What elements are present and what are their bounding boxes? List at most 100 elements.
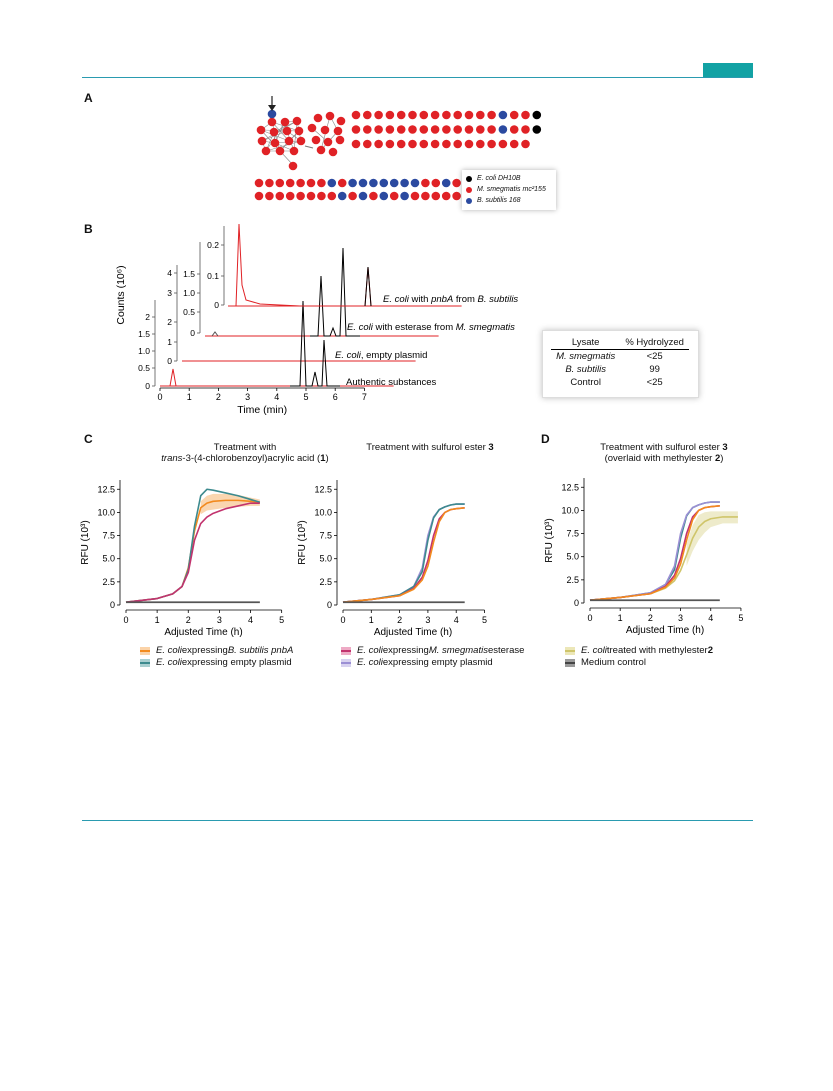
network-node: [487, 139, 496, 149]
series-line-orange: [589, 504, 720, 602]
trace-label-authentic: Authentic substances: [346, 377, 437, 388]
panel-label-a: A: [84, 91, 93, 105]
network-node: [317, 191, 326, 201]
network-node: [396, 110, 406, 120]
y-tick-label: 0: [190, 328, 195, 338]
y-tick-label: 0: [327, 600, 332, 610]
network-node: [306, 178, 316, 188]
x-tick-label: 1: [618, 613, 623, 623]
network-node: [254, 191, 264, 201]
network-node: [358, 178, 368, 188]
x-tick-label: 2: [216, 392, 221, 402]
y-axis-label: RFU (10³): [297, 520, 308, 564]
y-axis-label: RFU (10³): [544, 518, 555, 562]
y-tick-label: 12.5: [97, 484, 115, 494]
y-tick-label: 0: [574, 598, 579, 608]
y-tick-label: 10.0: [314, 507, 332, 517]
x-axis-label: Adjusted Time (h): [374, 627, 452, 638]
network-node: [351, 139, 361, 149]
network-node: [348, 178, 357, 188]
y-tick-label: 2.5: [566, 575, 579, 585]
y-tick-label: 1.0: [138, 346, 150, 356]
y-tick-label: 0.2: [207, 240, 219, 250]
network-node: [323, 137, 333, 147]
top-rule: [82, 77, 753, 78]
x-tick-label: 3: [425, 615, 430, 625]
network-node: [285, 191, 295, 201]
network-node: [441, 191, 451, 201]
network-node: [532, 125, 542, 134]
network-node: [389, 191, 399, 201]
network-node: [292, 116, 302, 126]
x-tick-label: 3: [245, 392, 250, 402]
network-node: [327, 191, 337, 201]
y-tick-label: 0: [167, 356, 172, 366]
network-edge: [265, 121, 286, 152]
network-node: [430, 139, 440, 149]
bottom-rule: [82, 820, 753, 821]
network-node: [385, 125, 395, 134]
confidence-band: [686, 511, 738, 566]
network-node: [265, 178, 274, 188]
network-node: [385, 110, 395, 120]
network-node: [374, 110, 383, 120]
network-node: [351, 110, 361, 120]
network-node: [408, 110, 417, 120]
teal-swatch-icon: [140, 658, 150, 667]
confidence-band: [200, 493, 260, 515]
x-tick-label: 2: [397, 615, 402, 625]
network-node: [442, 110, 451, 120]
network-node: [400, 178, 409, 188]
red-peak: [160, 368, 200, 387]
black-peak: [364, 266, 372, 307]
x-tick-label: 6: [333, 392, 338, 402]
x-tick-label: 0: [123, 615, 128, 625]
y-tick-label: 0.1: [207, 271, 219, 281]
network-node: [379, 191, 389, 201]
table-row: M. smegmatis <25: [556, 351, 663, 362]
molecular-network: [254, 96, 542, 201]
y-tick-label: 5.0: [319, 554, 332, 564]
y-tick-label: 7.5: [102, 531, 115, 541]
series-line-pink: [125, 502, 260, 604]
y-tick-label: 7.5: [319, 531, 332, 541]
x-tick-label: 0: [587, 613, 592, 623]
network-node: [369, 178, 378, 188]
network-node: [430, 110, 440, 120]
network-node: [509, 110, 519, 120]
x-axis-label: Adjusted Time (h): [626, 625, 704, 636]
network-node: [396, 139, 406, 149]
network-node: [464, 139, 474, 149]
legend-c-teal: E. coli expressing empty plasmid: [140, 657, 292, 668]
bsub-dot-icon: [466, 197, 472, 204]
x-tick-label: 4: [248, 615, 253, 625]
network-node: [294, 126, 304, 136]
network-node: [257, 136, 267, 146]
y-tick-label: 12.5: [314, 484, 332, 494]
network-node: [521, 110, 530, 120]
network-node: [348, 191, 357, 201]
panel-label-b: B: [84, 222, 93, 236]
network-node: [337, 178, 347, 188]
x-tick-label: 4: [454, 615, 459, 625]
network-node: [421, 178, 430, 188]
legend-c-lavender: E. coli expressing empty plasmid: [341, 657, 493, 668]
network-node: [487, 110, 496, 120]
series-line-teal: [342, 503, 465, 604]
network-node: [400, 191, 409, 201]
x-axis-label: Adjusted Time (h): [164, 627, 242, 638]
network-node: [452, 178, 461, 188]
chart-title-c-left: Treatment with trans-3-(4-chlorobenzoyl)…: [161, 442, 329, 464]
y-tick-label: 4: [167, 268, 172, 278]
y-tick-label: 3: [167, 288, 172, 298]
network-node: [389, 178, 399, 188]
network-node: [270, 138, 280, 148]
network-node: [408, 125, 417, 134]
network-node: [431, 191, 441, 201]
network-node: [374, 125, 383, 134]
network-node: [379, 178, 389, 188]
network-node: [311, 135, 321, 145]
panel-label-c: C: [84, 432, 93, 446]
network-edge: [260, 129, 300, 132]
y-tick-label: 0: [214, 300, 219, 310]
